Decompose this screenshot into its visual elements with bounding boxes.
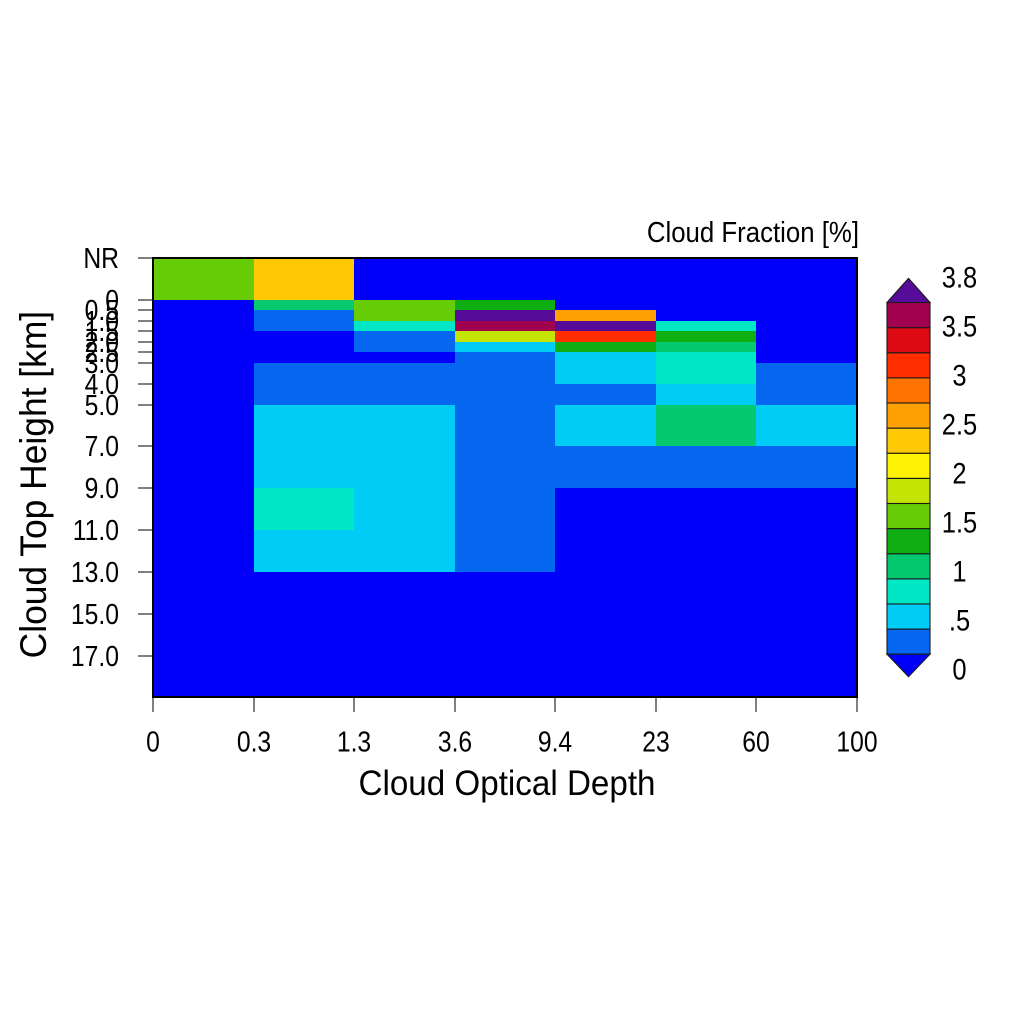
svg-text:0.3: 0.3: [237, 726, 271, 758]
svg-text:15.0: 15.0: [71, 598, 119, 630]
svg-text:7.0: 7.0: [85, 430, 119, 462]
svg-text:3.8: 3.8: [942, 261, 977, 294]
svg-text:3.6: 3.6: [438, 726, 472, 758]
svg-text:0: 0: [952, 653, 966, 686]
svg-text:0: 0: [105, 284, 119, 316]
svg-text:Cloud Optical Depth: Cloud Optical Depth: [358, 764, 655, 803]
svg-text:2.0: 2.0: [85, 326, 119, 358]
svg-text:60: 60: [742, 726, 769, 758]
svg-text:3: 3: [952, 359, 966, 392]
svg-text:13.0: 13.0: [71, 556, 119, 588]
svg-text:Cloud Top Height [km]: Cloud Top Height [km]: [12, 311, 54, 658]
svg-text:2.5: 2.5: [942, 408, 977, 441]
svg-text:NR: NR: [83, 242, 119, 274]
svg-text:3.0: 3.0: [85, 347, 119, 379]
svg-text:9.4: 9.4: [538, 726, 573, 758]
svg-text:9.0: 9.0: [85, 472, 119, 504]
svg-text:1: 1: [952, 555, 966, 588]
svg-text:4.0: 4.0: [85, 368, 119, 400]
svg-text:5.0: 5.0: [85, 389, 119, 421]
svg-text:1.5: 1.5: [85, 315, 119, 347]
svg-text:1.3: 1.3: [337, 726, 371, 758]
svg-text:11.0: 11.0: [73, 514, 119, 546]
svg-text:17.0: 17.0: [71, 640, 119, 672]
svg-text:1.0: 1.0: [85, 305, 119, 337]
svg-text:.5: .5: [949, 604, 970, 637]
svg-text:0: 0: [146, 726, 160, 758]
svg-text:0.5: 0.5: [85, 294, 119, 326]
svg-text:Cloud Fraction [%]: Cloud Fraction [%]: [647, 216, 859, 248]
svg-text:2.5: 2.5: [85, 336, 119, 368]
svg-text:3.5: 3.5: [942, 310, 977, 343]
svg-text:1.5: 1.5: [942, 506, 977, 539]
svg-text:100: 100: [836, 726, 877, 758]
svg-text:2: 2: [952, 457, 966, 490]
svg-text:23: 23: [642, 726, 669, 758]
